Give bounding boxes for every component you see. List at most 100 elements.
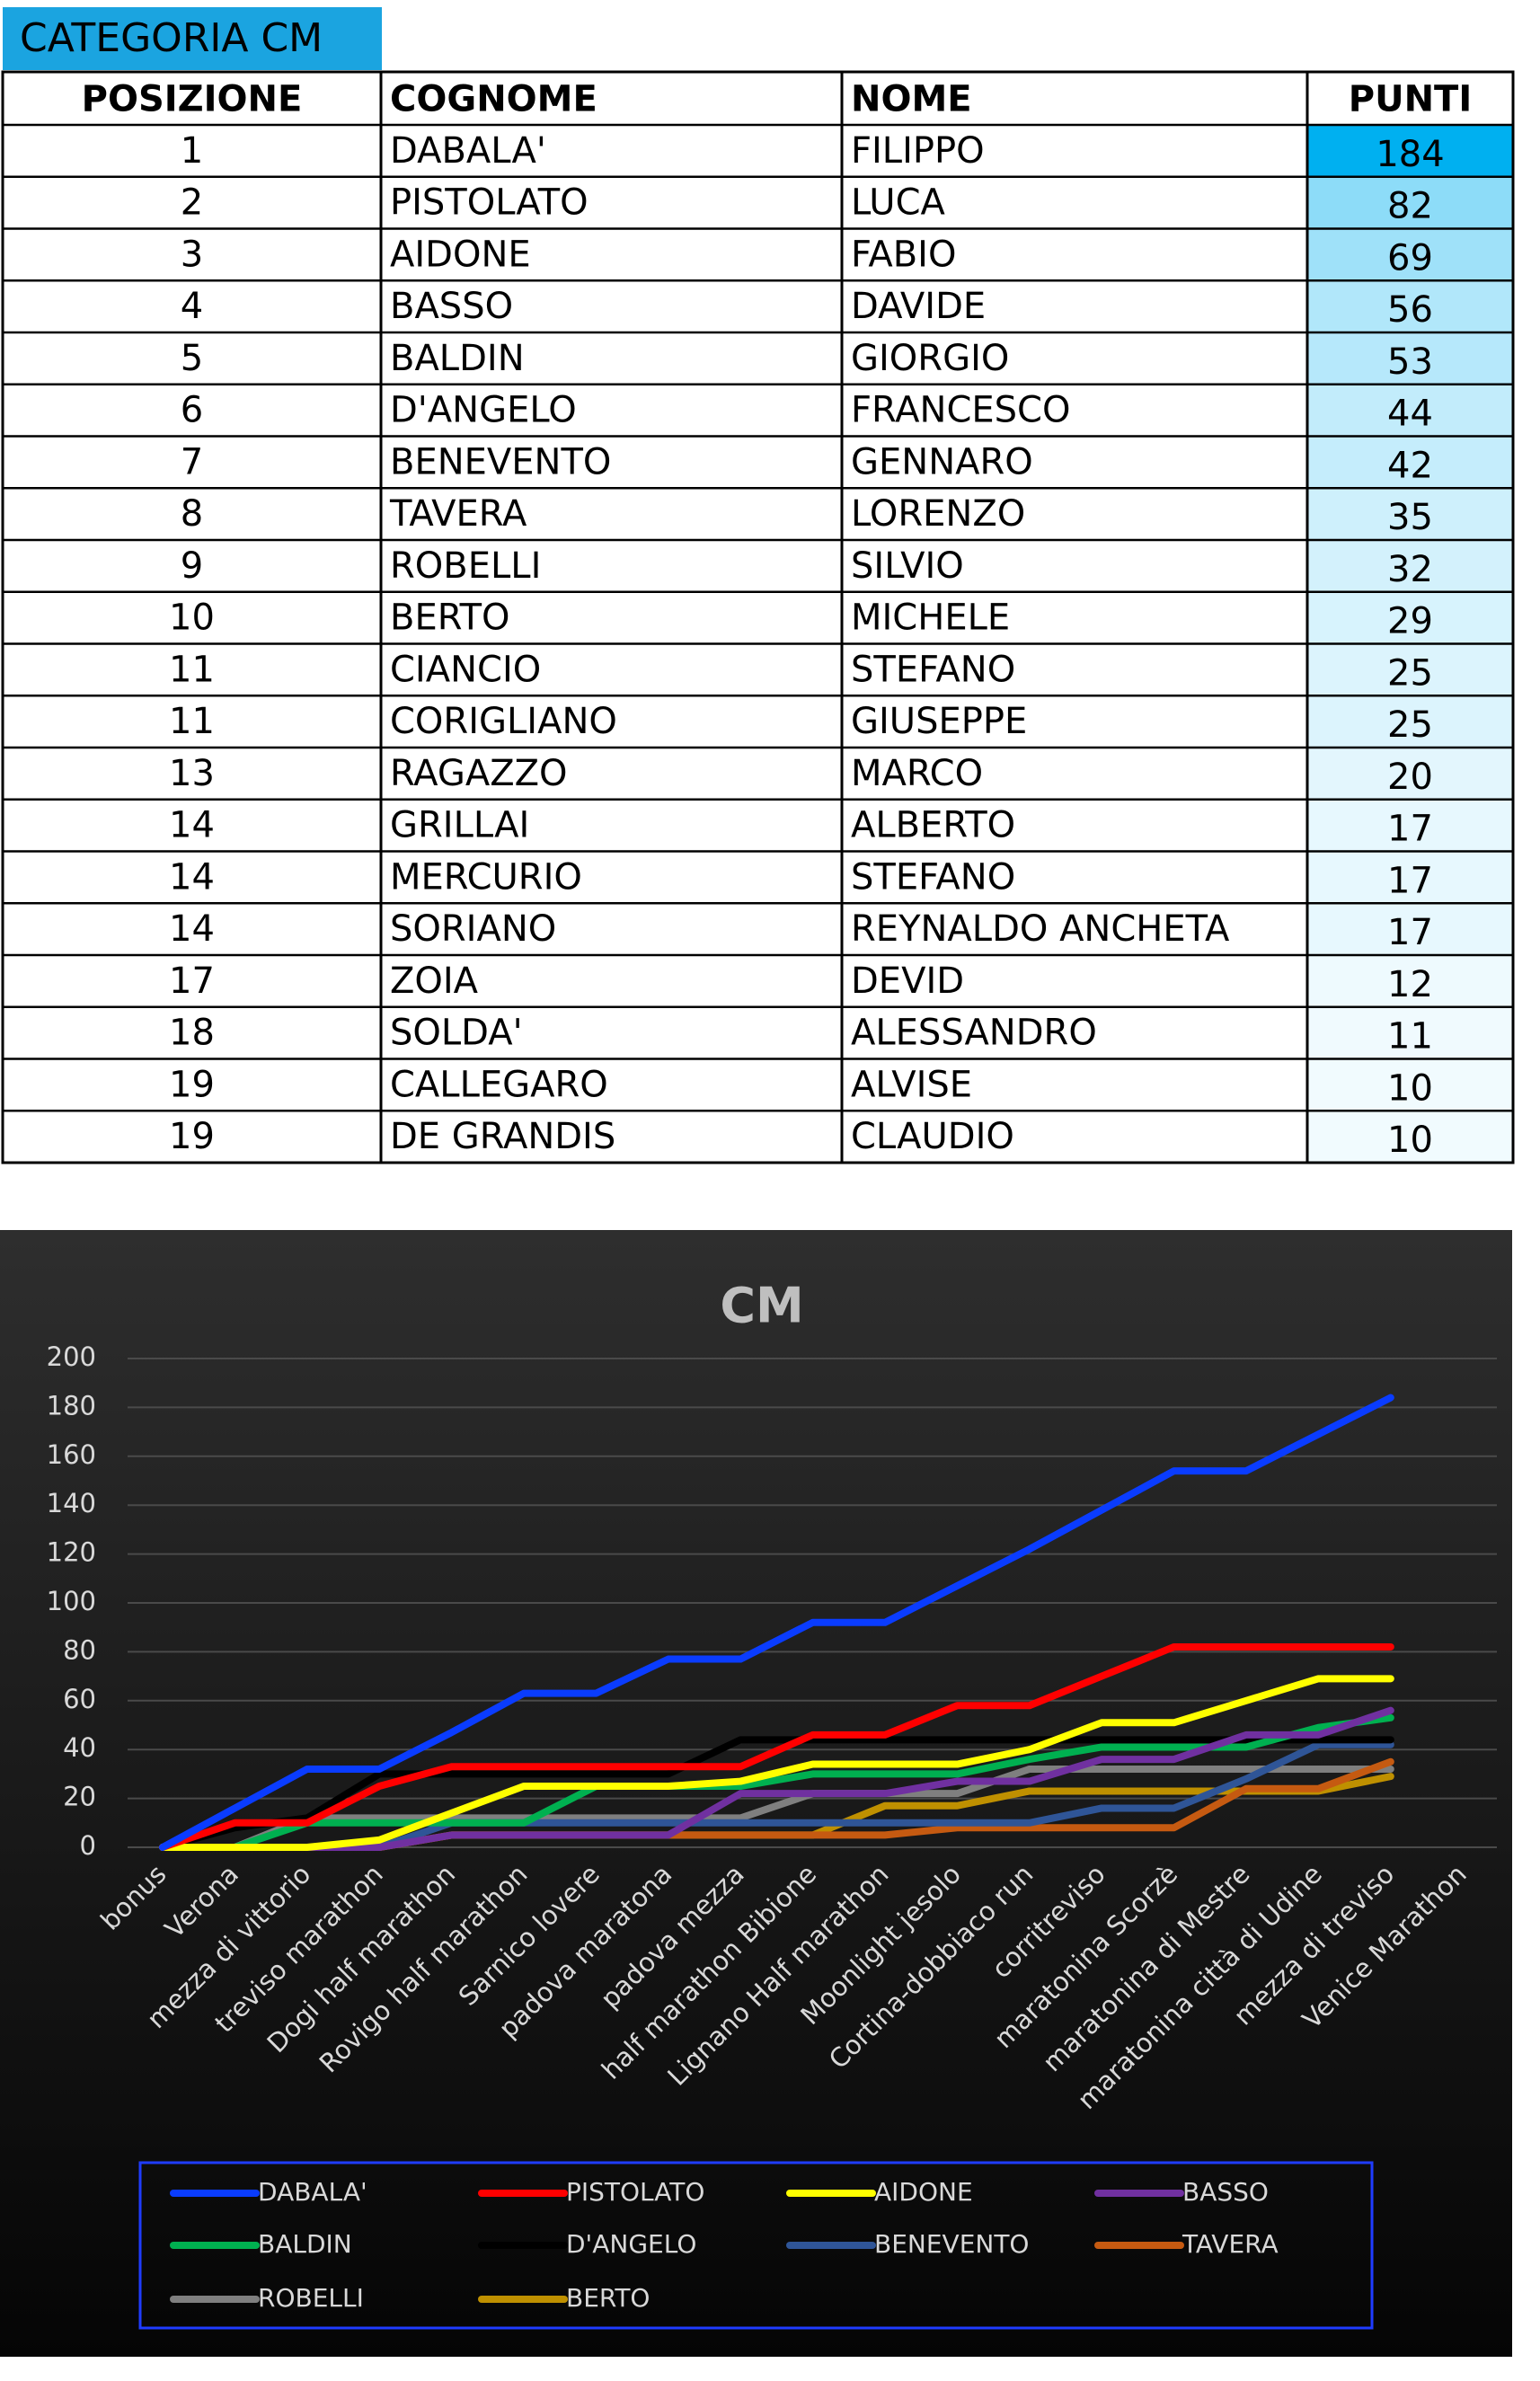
series-line xyxy=(159,1394,1394,1851)
legend-label: TAVERA xyxy=(1182,2229,1279,2259)
points-cell-fill xyxy=(1307,643,1513,696)
series-line xyxy=(159,1675,1394,1851)
table-cell: 17 xyxy=(1387,860,1433,901)
series-line xyxy=(159,1765,1394,1851)
table-cell: 19 xyxy=(169,1064,215,1105)
table-cell: LORENZO xyxy=(851,493,1025,535)
table-cell: DABALA' xyxy=(390,130,546,172)
table-cell: ALVISE xyxy=(851,1064,972,1105)
table-cell: GRILLAI xyxy=(390,805,529,846)
table-cell: MERCURIO xyxy=(390,856,582,898)
table-cell: 8 xyxy=(181,493,203,535)
table-border xyxy=(1,70,1515,1164)
table-cell: 17 xyxy=(1387,809,1433,850)
legend-label: DABALA' xyxy=(258,2177,367,2207)
table-cell: 17 xyxy=(1387,912,1433,953)
table-title: CATEGORIA CM xyxy=(20,15,323,61)
table-cell: SOLDA' xyxy=(390,1013,523,1054)
table-cell: 7 xyxy=(181,441,203,482)
table-cell: CALLEGARO xyxy=(390,1064,608,1105)
series-line xyxy=(159,1706,1394,1851)
y-tick-label: 180 xyxy=(47,1390,96,1421)
table-cell: 6 xyxy=(181,390,203,431)
table-cell: ZOIA xyxy=(390,960,479,1002)
chart-title: CM xyxy=(720,1278,803,1334)
series-line xyxy=(159,1736,1394,1851)
y-tick-label: 140 xyxy=(47,1488,96,1518)
title-box xyxy=(3,7,382,70)
column-header: NOME xyxy=(851,79,972,120)
table-cell: 2 xyxy=(181,182,203,224)
table-cell: 13 xyxy=(169,753,215,794)
legend-label: BENEVENTO xyxy=(874,2229,1029,2259)
table-cell: 19 xyxy=(169,1116,215,1157)
table-cell: 11 xyxy=(169,701,215,742)
table-cell: STEFANO xyxy=(851,649,1015,690)
table-cell: 44 xyxy=(1387,394,1433,435)
table-cell: 14 xyxy=(169,805,215,846)
table-cell: GENNARO xyxy=(851,441,1033,482)
table-cell: 1 xyxy=(181,130,203,172)
y-tick-label: 60 xyxy=(63,1684,96,1714)
table-cell: FRANCESCO xyxy=(851,390,1070,431)
table-cell: 82 xyxy=(1387,186,1433,227)
table-cell: LUCA xyxy=(851,182,946,224)
table-cell: REYNALDO ANCHETA xyxy=(851,908,1230,950)
table-cell: CORIGLIANO xyxy=(390,701,617,742)
points-cell-fill xyxy=(1307,748,1513,800)
table-cell: SILVIO xyxy=(851,545,964,587)
series-line xyxy=(159,1713,1394,1851)
table-cell: 11 xyxy=(1387,1016,1433,1058)
points-cell-fill xyxy=(1307,125,1513,177)
points-cell-fill xyxy=(1307,280,1513,332)
legend-box xyxy=(138,2161,1374,2330)
points-cell-fill xyxy=(1307,591,1513,644)
y-tick-label: 100 xyxy=(47,1586,96,1616)
table-cell: ALESSANDRO xyxy=(851,1013,1097,1054)
table-cell: AIDONE xyxy=(390,234,531,275)
table-cell: 29 xyxy=(1387,601,1433,642)
points-cell-fill xyxy=(1307,228,1513,281)
legend-label: BALDIN xyxy=(258,2229,352,2259)
table-cell: 184 xyxy=(1376,134,1444,175)
table-cell: MICHELE xyxy=(851,597,1010,639)
table-cell: 42 xyxy=(1387,445,1433,486)
table-cell: DE GRANDIS xyxy=(390,1116,615,1157)
table-cell: STEFANO xyxy=(851,856,1015,898)
legend-label: BERTO xyxy=(566,2283,650,2313)
column-header: PUNTI xyxy=(1349,79,1472,120)
points-cell-fill xyxy=(1307,799,1513,852)
y-tick-label: 40 xyxy=(63,1732,96,1763)
table-cell: BERTO xyxy=(390,597,510,639)
y-tick-label: 120 xyxy=(47,1537,96,1568)
table-cell: 10 xyxy=(169,597,215,639)
table-cell: 32 xyxy=(1387,549,1433,590)
table-cell: CIANCIO xyxy=(390,649,541,690)
table-cell: BENEVENTO xyxy=(390,441,611,482)
table-cell: D'ANGELO xyxy=(390,390,577,431)
table-cell: 12 xyxy=(1387,964,1433,1005)
table-cell: 20 xyxy=(1387,757,1433,798)
table-cell: 10 xyxy=(1387,1067,1433,1109)
table-cell: TAVERA xyxy=(389,493,527,535)
table-cell: FABIO xyxy=(851,234,956,275)
y-tick-label: 20 xyxy=(63,1782,96,1812)
table-cell: 25 xyxy=(1387,704,1433,746)
table-cell: 4 xyxy=(181,286,203,327)
table-cell: 14 xyxy=(169,908,215,950)
table-cell: 56 xyxy=(1387,289,1433,331)
points-cell-fill xyxy=(1307,851,1513,904)
y-tick-label: 200 xyxy=(47,1341,96,1372)
points-cell-fill xyxy=(1307,176,1513,229)
legend-label: BASSO xyxy=(1182,2177,1269,2207)
series-line xyxy=(159,1642,1394,1851)
table-cell: BASSO xyxy=(390,286,513,327)
y-tick-label: 0 xyxy=(80,1830,96,1861)
points-cell-fill xyxy=(1307,695,1513,748)
table-cell: 5 xyxy=(181,338,203,379)
table-cell: PISTOLATO xyxy=(390,182,589,224)
legend-label: D'ANGELO xyxy=(566,2229,696,2259)
points-cell-fill xyxy=(1307,540,1513,592)
